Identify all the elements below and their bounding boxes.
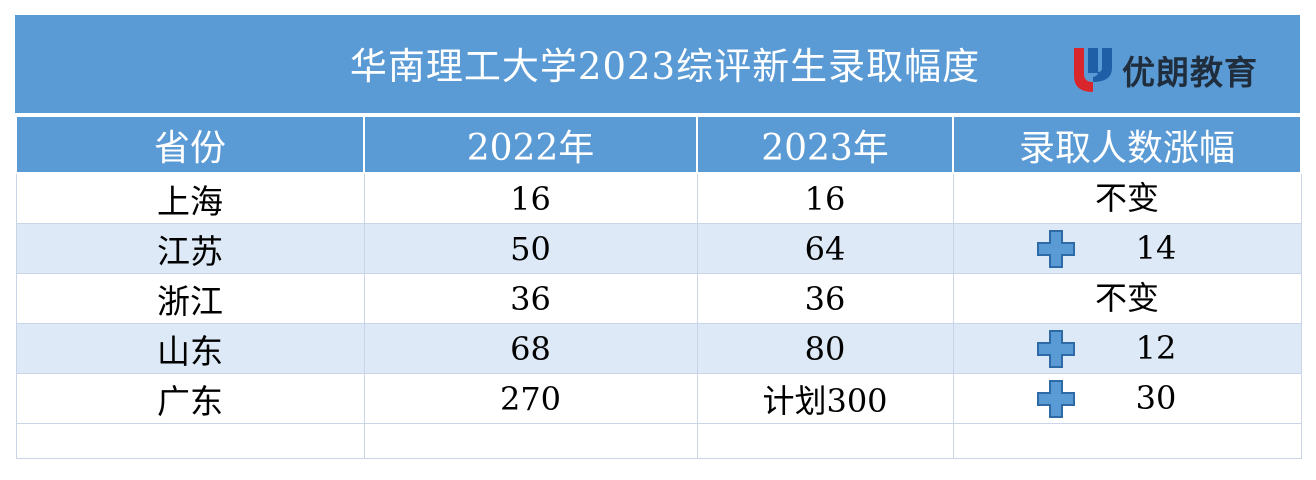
table-title: 华南理工大学2023综评新生录取幅度 [349,45,981,88]
empty-cell [363,423,698,459]
change-wrapper: 14 [954,225,1300,273]
value-2023-cell: 计划300 [696,373,954,424]
admission-table: 省份 2022年 2023年 录取人数涨幅 上海 16 16 不变 江苏 50 … [15,115,1302,459]
table-row: 上海 16 16 不变 [15,172,1302,224]
province-cell: 广东 [15,373,365,424]
value-2023-cell: 36 [696,273,954,324]
admission-table-sheet: 华南理工大学2023综评新生录取幅度 优朗教育 省份 2022年 2023年 录… [15,15,1302,465]
column-header-2022: 2022年 [363,115,698,174]
value-2023-cell: 16 [696,172,954,224]
change-cell: 14 [952,223,1302,274]
empty-cell [15,423,365,459]
province-cell: 上海 [15,172,365,224]
column-header-province: 省份 [15,115,365,174]
value-2023-cell: 64 [696,223,954,274]
value-2022-cell: 270 [363,373,698,424]
brand-name: 优朗教育 [1122,53,1258,92]
change-text: 不变 [1094,279,1159,317]
change-text: 14 [1135,229,1177,267]
header-row: 省份 2022年 2023年 录取人数涨幅 [15,115,1302,174]
value-2022-cell: 68 [363,323,698,374]
value-2022-cell: 50 [363,223,698,274]
change-cell: 不变 [952,273,1302,324]
brand-logo: 优朗教育 [1070,45,1280,95]
table-row: 浙江 36 36 不变 [15,273,1302,324]
change-cell: 12 [952,323,1302,374]
change-cell: 30 [952,373,1302,424]
youlang-logo-icon [1074,48,1112,92]
empty-cell [696,423,954,459]
change-wrapper: 30 [954,375,1300,423]
table-row: 广东 270 计划300 30 [15,373,1302,424]
province-cell: 山东 [15,323,365,374]
change-text: 30 [1135,379,1177,417]
change-text: 12 [1135,329,1177,367]
empty-cell [952,423,1302,459]
change-wrapper: 12 [954,325,1300,373]
column-header-change: 录取人数涨幅 [952,115,1302,174]
table-row: 山东 68 80 12 [15,323,1302,374]
title-banner: 华南理工大学2023综评新生录取幅度 优朗教育 [15,15,1300,115]
province-cell: 江苏 [15,223,365,274]
value-2022-cell: 36 [363,273,698,324]
table-row: 江苏 50 64 14 [15,223,1302,274]
province-cell: 浙江 [15,273,365,324]
empty-row [15,423,1302,459]
change-text: 不变 [1094,179,1159,217]
value-2022-cell: 16 [363,172,698,224]
change-cell: 不变 [952,172,1302,224]
plus-icon [1036,229,1075,268]
column-header-2023: 2023年 [696,115,954,174]
value-2023-cell: 80 [696,323,954,374]
plus-icon [1036,379,1075,418]
plus-icon [1036,329,1075,368]
